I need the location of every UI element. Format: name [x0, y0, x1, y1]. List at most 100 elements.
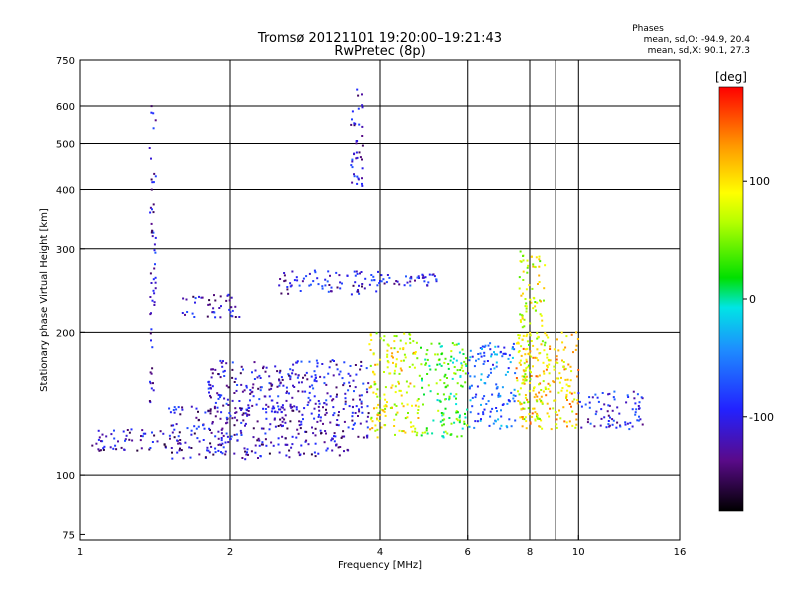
data-point: [576, 338, 579, 340]
data-point: [383, 282, 386, 285]
data-point: [301, 390, 304, 393]
data-point: [509, 361, 512, 364]
data-point: [615, 426, 618, 429]
data-point: [521, 317, 524, 320]
data-point: [519, 313, 522, 316]
data-point: [359, 156, 362, 159]
data-point: [383, 393, 386, 396]
data-point: [403, 353, 406, 356]
data-point: [370, 416, 373, 419]
colorbar: [718, 86, 744, 512]
data-point: [496, 353, 498, 356]
data-point: [355, 151, 358, 154]
data-point: [526, 333, 529, 336]
data-point: [455, 411, 458, 414]
data-point: [251, 386, 254, 389]
data-point: [219, 376, 222, 379]
data-point: [218, 307, 221, 309]
data-point: [186, 311, 189, 313]
data-point: [408, 333, 411, 336]
data-point: [538, 281, 541, 283]
data-point: [210, 376, 213, 379]
data-point: [386, 274, 389, 276]
data-point: [317, 283, 320, 286]
data-point: [248, 406, 251, 409]
data-point: [284, 279, 287, 282]
data-point: [358, 151, 361, 154]
data-point: [270, 441, 273, 444]
data-point: [518, 287, 521, 290]
data-point: [420, 434, 423, 437]
data-point: [492, 363, 494, 366]
data-point: [389, 407, 392, 409]
data-point: [286, 286, 289, 288]
data-point: [176, 451, 179, 454]
data-point: [154, 287, 157, 290]
data-point: [325, 383, 328, 386]
data-point: [149, 272, 152, 275]
data-point: [256, 420, 259, 423]
data-point: [244, 422, 247, 425]
data-point: [190, 405, 193, 408]
data-point: [240, 407, 243, 410]
data-point: [258, 439, 261, 442]
data-point: [193, 432, 196, 435]
data-point: [564, 346, 567, 349]
data-point: [350, 164, 353, 167]
data-point: [264, 432, 267, 435]
data-point: [295, 408, 298, 411]
data-point: [417, 398, 420, 400]
data-point: [475, 393, 478, 396]
data-point: [115, 448, 118, 451]
data-point: [318, 402, 321, 405]
data-point: [289, 403, 292, 406]
data-point: [565, 335, 568, 338]
data-point: [228, 308, 231, 311]
data-point: [387, 344, 390, 347]
data-point: [257, 387, 260, 390]
data-point: [511, 356, 514, 359]
data-point: [515, 377, 518, 379]
data-point: [220, 428, 223, 431]
data-point: [369, 428, 372, 431]
data-point: [536, 301, 539, 304]
colorbar-label: [deg]: [715, 70, 747, 84]
data-point: [225, 422, 227, 425]
data-point: [606, 410, 609, 413]
data-point: [566, 389, 569, 392]
data-point: [258, 398, 261, 401]
data-point: [360, 271, 363, 273]
data-point: [570, 405, 572, 408]
data-point: [375, 332, 378, 335]
data-point: [589, 422, 592, 425]
data-point: [434, 368, 437, 371]
x-tick-label: 8: [527, 547, 533, 558]
data-point: [276, 411, 279, 414]
data-point: [492, 422, 495, 425]
data-point: [450, 422, 453, 425]
data-point: [206, 449, 209, 452]
data-point: [159, 430, 162, 433]
data-point: [572, 351, 574, 354]
data-point: [373, 279, 376, 282]
data-point: [262, 443, 264, 446]
data-point: [607, 414, 610, 417]
data-point: [500, 415, 503, 418]
data-point: [314, 374, 317, 377]
data-point: [411, 430, 414, 433]
data-point: [220, 444, 223, 447]
data-point: [525, 375, 528, 378]
data-point: [153, 292, 156, 295]
data-point: [627, 396, 630, 398]
data-point: [521, 425, 524, 428]
data-point: [450, 350, 453, 353]
data-point: [194, 297, 197, 300]
data-point: [355, 142, 358, 145]
data-point: [594, 413, 597, 416]
data-point: [206, 315, 209, 318]
data-point: [526, 271, 529, 274]
data-point: [379, 280, 381, 282]
data-point: [476, 420, 479, 423]
data-point: [172, 409, 175, 411]
data-point: [252, 383, 255, 386]
